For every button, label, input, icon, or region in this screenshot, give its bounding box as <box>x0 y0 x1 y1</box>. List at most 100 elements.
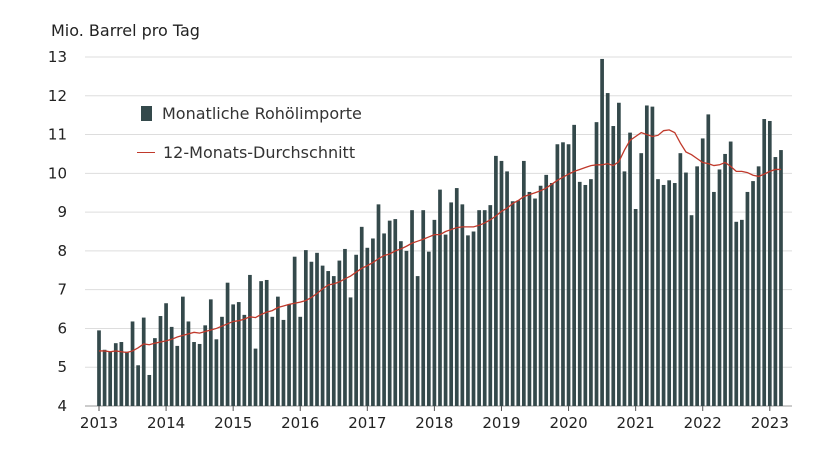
bar <box>751 181 755 406</box>
bar <box>197 343 202 406</box>
bar <box>287 304 291 406</box>
bar <box>343 248 347 406</box>
bar <box>242 314 247 406</box>
bar <box>488 205 493 406</box>
x-tick-label: 2018 <box>415 414 453 432</box>
bar <box>203 325 208 406</box>
bar <box>326 271 331 406</box>
bar <box>577 181 582 406</box>
bar <box>376 204 381 406</box>
y-axis-ticks: 4 5 6 7 8 9 10 11 12 13 <box>48 48 67 415</box>
y-tick-label: 8 <box>57 242 67 260</box>
bar <box>617 102 621 406</box>
bar <box>555 144 560 406</box>
bar <box>259 281 263 406</box>
y-tick-label: 4 <box>57 397 67 415</box>
bar <box>130 321 135 406</box>
bar <box>264 279 269 406</box>
bar <box>399 241 403 406</box>
bar <box>471 231 476 406</box>
bar <box>767 120 772 406</box>
bar <box>477 210 481 406</box>
bar <box>410 210 414 406</box>
bar <box>281 319 286 406</box>
y-tick-label: 11 <box>48 126 67 144</box>
bar <box>734 221 739 406</box>
bar <box>611 126 616 406</box>
bar <box>147 374 152 406</box>
y-axis-label: Mio. Barrel pro Tag <box>51 21 200 40</box>
bar <box>136 365 140 406</box>
bar <box>460 204 465 406</box>
y-tick-label: 12 <box>48 87 67 105</box>
bar <box>745 191 750 406</box>
bar <box>773 157 778 406</box>
legend-item-moving-average: 12-Monats-Durchschnitt <box>137 143 355 162</box>
y-tick-label: 13 <box>48 48 67 66</box>
moving-average-line <box>99 129 781 354</box>
bar <box>505 171 509 406</box>
bar <box>661 184 666 406</box>
bar <box>566 144 571 406</box>
bar <box>432 219 437 406</box>
bar <box>387 220 392 406</box>
bar <box>113 343 118 406</box>
bar <box>600 58 604 406</box>
bar <box>303 250 308 406</box>
bar <box>125 351 129 406</box>
bar <box>236 302 241 406</box>
bar <box>371 238 375 406</box>
bar <box>712 191 716 406</box>
bar <box>695 166 699 406</box>
bar <box>549 183 554 406</box>
bar <box>354 254 358 406</box>
bar <box>153 338 157 406</box>
bar <box>779 150 783 406</box>
y-tick-label: 6 <box>57 319 67 337</box>
bar <box>438 189 442 406</box>
bar <box>320 265 325 406</box>
bar <box>667 180 672 406</box>
bar <box>594 122 599 406</box>
bar <box>248 274 252 406</box>
x-tick-label: 2020 <box>549 414 587 432</box>
bar <box>499 160 504 406</box>
legend-label-moving-average: 12-Monats-Durchschnitt <box>163 143 356 162</box>
bar <box>689 215 694 406</box>
bar <box>164 303 168 406</box>
bar <box>717 169 722 406</box>
x-tick-label: 2015 <box>214 414 252 432</box>
bar <box>572 124 576 406</box>
bar-series <box>97 58 783 407</box>
bar <box>231 304 236 406</box>
bar <box>102 349 107 406</box>
bar <box>359 226 364 406</box>
bar <box>605 93 610 407</box>
bar <box>656 179 660 406</box>
bar <box>628 132 632 406</box>
y-tick-label: 9 <box>57 203 67 221</box>
bar <box>533 198 537 406</box>
bar <box>510 201 515 406</box>
bar <box>225 282 230 406</box>
legend-bar-swatch <box>141 106 152 121</box>
bar <box>482 210 487 406</box>
bar <box>527 191 532 406</box>
bar <box>644 105 649 406</box>
y-tick-label: 10 <box>48 164 67 182</box>
bar <box>208 299 213 406</box>
bar <box>331 276 336 406</box>
bar <box>443 234 448 406</box>
bar <box>426 251 431 406</box>
bar <box>298 316 303 406</box>
bar <box>270 316 275 406</box>
bar <box>762 119 767 407</box>
bar <box>454 188 459 406</box>
bar <box>740 219 744 406</box>
bar <box>393 219 398 406</box>
bar <box>466 235 470 406</box>
bar <box>728 141 733 406</box>
bar <box>337 260 342 406</box>
bar <box>220 316 224 406</box>
